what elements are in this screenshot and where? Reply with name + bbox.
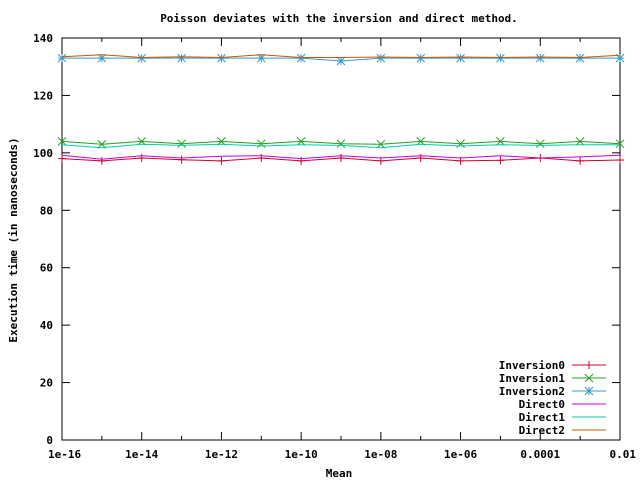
- data-point-inversion2: [57, 53, 67, 63]
- data-point-inversion0: [58, 154, 66, 163]
- x-tick-label: 1e-14: [125, 448, 158, 461]
- x-axis-label: Mean: [326, 467, 353, 480]
- y-tick-label: 40: [40, 319, 53, 332]
- legend-label-direct0: Direct0: [519, 398, 565, 411]
- data-point-inversion2: [535, 53, 545, 63]
- data-point-inversion2: [496, 53, 505, 63]
- x-tick-label: 1e-16: [48, 448, 81, 461]
- ticks: 0 20 40 60 80 100 120 140 1e-16 1e-14 1e-12 1e-10 1e…: [33, 32, 636, 461]
- legend: Inversion0Inversion1Inversion2Direct0Dir…: [499, 359, 606, 437]
- x-tick-label: 0.0001: [520, 448, 560, 461]
- data-point-inversion2: [177, 53, 186, 63]
- y-tick-label: 0: [46, 434, 53, 447]
- data-point-inversion2: [456, 53, 465, 63]
- legend-label-direct2: Direct2: [519, 424, 565, 437]
- data-point-inversion2: [416, 53, 426, 63]
- series-line-direct0: [61, 154, 621, 160]
- legend-marker-inversion1: [584, 373, 594, 383]
- y-tick-label: 100: [33, 147, 53, 160]
- series-group: [57, 53, 625, 165]
- data-point-inversion0: [576, 156, 585, 165]
- legend-label-inversion2: Inversion2: [499, 385, 565, 398]
- x-tick-label: 1e-10: [285, 448, 318, 461]
- x-tick-label: 1e-12: [205, 448, 238, 461]
- data-point-inversion1: [376, 139, 386, 149]
- data-point-inversion0: [177, 155, 186, 164]
- data-point-inversion2: [296, 53, 306, 63]
- series-line-direct1: [61, 143, 620, 149]
- data-point-inversion0: [97, 156, 106, 165]
- legend-marker-inversion2: [584, 386, 594, 396]
- data-point-inversion1: [57, 137, 67, 146]
- data-point-inversion0: [616, 156, 624, 165]
- data-point-inversion1: [177, 139, 186, 149]
- x-tick-label: 0.01: [610, 448, 637, 461]
- y-tick-label: 20: [40, 377, 53, 390]
- data-point-inversion0: [496, 156, 505, 165]
- legend-label-inversion0: Inversion0: [499, 359, 565, 372]
- x-tick-label: 1e-08: [364, 448, 397, 461]
- data-point-inversion1: [336, 139, 346, 149]
- y-tick-label: 60: [40, 262, 53, 275]
- data-point-inversion2: [97, 53, 107, 63]
- x-tick-label: 1e-06: [444, 448, 477, 461]
- data-point-inversion0: [217, 156, 226, 165]
- data-point-inversion2: [336, 56, 346, 66]
- data-point-inversion1: [615, 139, 625, 149]
- data-point-inversion2: [217, 53, 226, 63]
- data-point-inversion1: [575, 137, 585, 146]
- data-point-inversion1: [296, 137, 306, 146]
- legend-label-direct1: Direct1: [519, 411, 566, 424]
- data-point-inversion2: [256, 53, 266, 63]
- data-point-inversion1: [496, 137, 505, 146]
- series-line-direct2: [61, 54, 621, 59]
- data-point-inversion2: [575, 53, 585, 63]
- y-tick-label: 120: [33, 89, 53, 102]
- chart-title: Poisson deviates with the inversion and …: [160, 12, 518, 25]
- data-point-inversion1: [535, 139, 545, 149]
- data-point-inversion2: [137, 53, 147, 63]
- y-tick-label: 80: [40, 204, 53, 217]
- legend-marker-inversion0: [585, 361, 593, 369]
- y-tick-label: 140: [33, 32, 53, 45]
- y-axis-label: Execution time (in nanoseconds): [7, 137, 20, 342]
- data-point-inversion2: [376, 53, 386, 63]
- legend-label-inversion1: Inversion1: [499, 372, 566, 385]
- data-point-inversion1: [97, 139, 107, 149]
